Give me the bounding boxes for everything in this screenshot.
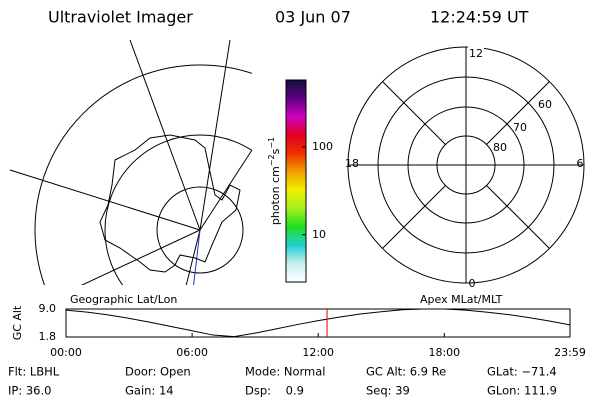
- mlt-label: 6: [577, 157, 584, 170]
- info-field: IP: 36.0: [8, 384, 51, 398]
- y-tick-label: 9.0: [39, 302, 57, 315]
- info-field: GC Alt: 6.9 Re: [366, 365, 446, 379]
- y-axis-label: GC Alt: [11, 305, 24, 340]
- colorbar-tick-label: 10: [312, 228, 326, 241]
- y-tick-label: 1.8: [39, 330, 57, 343]
- info-field: Seq: 39: [366, 384, 410, 398]
- info-field: Door: Open: [125, 365, 191, 379]
- label-part: −1: [267, 137, 276, 149]
- mlt-label: 12: [469, 47, 483, 60]
- label-part: photon cm: [269, 166, 282, 225]
- colorbar: [285, 79, 307, 283]
- mlat-label: 70: [513, 121, 527, 134]
- label-part: −2: [267, 154, 276, 166]
- x-tick-label: 23:59: [554, 346, 586, 359]
- info-field: GLat: −71.4: [487, 365, 557, 379]
- colorbar-tick-label: 100: [312, 140, 333, 153]
- mlt-label: 0: [469, 277, 476, 290]
- time: 12:24:59 UT: [430, 8, 529, 27]
- mlat-label: 60: [538, 98, 552, 111]
- left-label: Geographic Lat/Lon: [70, 293, 177, 306]
- mlat-label: 80: [493, 141, 507, 154]
- label-part: s: [269, 148, 282, 154]
- x-tick-label: 06:00: [176, 346, 208, 359]
- geographic-map: [9, 40, 252, 285]
- colorbar-label: photon cm−2s−1: [267, 137, 283, 225]
- right-label: Apex MLat/MLT: [420, 293, 503, 306]
- instrument-title: Ultraviolet Imager: [48, 8, 193, 27]
- info-field: Mode: Normal: [245, 365, 325, 379]
- x-tick-label: 00:00: [50, 346, 82, 359]
- date: 03 Jun 07: [275, 8, 351, 27]
- info-field: Flt: LBHL: [8, 365, 60, 379]
- info-field: Gain: 14: [125, 384, 174, 398]
- info-field: Dsp: 0.9: [245, 384, 304, 398]
- altitude-curve: [66, 309, 570, 337]
- x-tick-label: 12:00: [302, 346, 334, 359]
- info-field: GLon: 111.9: [487, 384, 557, 398]
- x-tick-label: 18:00: [428, 346, 460, 359]
- mlt-label: 18: [345, 157, 359, 170]
- polar-plot: [347, 46, 585, 284]
